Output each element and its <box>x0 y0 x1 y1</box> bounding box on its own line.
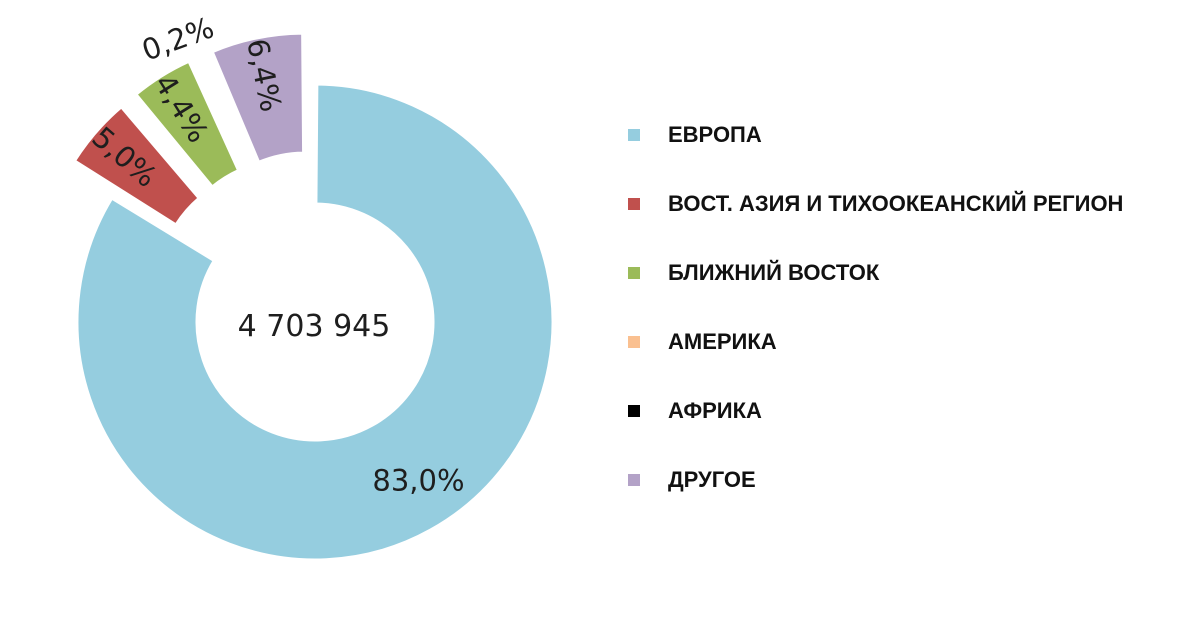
legend-label-africa: АФРИКА <box>668 398 762 423</box>
legend-swatch-africa <box>628 405 640 417</box>
slice-middle-east <box>133 59 241 190</box>
legend-item-europe: ЕВРОПА <box>628 115 1188 155</box>
legend-item-east-asia-pacific: ВОСТ. АЗИЯ И ТИХООКЕАНСКИЙ РЕГИОН <box>628 184 1188 224</box>
center-total: 4 703 945 <box>238 309 391 344</box>
slice-label-america: 0,2% <box>137 10 218 67</box>
legend-swatch-middle-east <box>628 267 640 279</box>
legend-swatch-east-asia-pacific <box>628 198 640 210</box>
legend-item-other: ДРУГОЕ <box>628 460 1188 500</box>
legend-label-east-asia-pacific: ВОСТ. АЗИЯ И ТИХООКЕАНСКИЙ РЕГИОН <box>668 191 1124 216</box>
slice-europe <box>75 82 555 562</box>
slice-other <box>210 31 306 165</box>
legend: ЕВРОПА ВОСТ. АЗИЯ И ТИХООКЕАНСКИЙ РЕГИОН… <box>628 115 1188 529</box>
legend-item-middle-east: БЛИЖНИЙ ВОСТОК <box>628 253 1188 293</box>
slice-label-europe: 83,0% <box>372 463 464 497</box>
legend-label-middle-east: БЛИЖНИЙ ВОСТОК <box>668 260 880 285</box>
legend-swatch-other <box>628 474 640 486</box>
legend-swatch-america <box>628 336 640 348</box>
legend-item-america: АМЕРИКА <box>628 322 1188 362</box>
donut-slices <box>72 31 555 562</box>
legend-swatch-europe <box>628 129 640 141</box>
legend-label-europe: ЕВРОПА <box>668 122 762 147</box>
legend-item-africa: АФРИКА <box>628 391 1188 431</box>
slice-east-asia-pacific <box>72 104 202 228</box>
slice-america <box>196 54 249 169</box>
legend-label-other: ДРУГОЕ <box>668 467 756 492</box>
legend-label-america: АМЕРИКА <box>668 329 777 354</box>
